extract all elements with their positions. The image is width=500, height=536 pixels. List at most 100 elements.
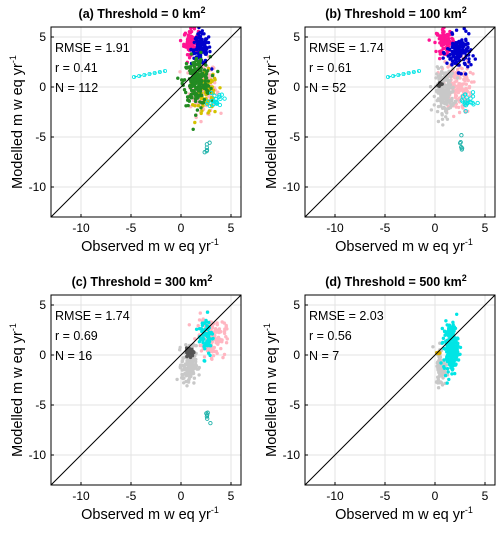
- y-tick-label-c: -5: [35, 398, 46, 412]
- x-tick-label-a: -5: [126, 221, 137, 235]
- data-point-a: [196, 41, 200, 45]
- y-tick-label-c: 0: [39, 348, 46, 362]
- data-point-b: [447, 98, 452, 103]
- data-point-c: [205, 410, 210, 415]
- data-point-a: [200, 101, 204, 105]
- data-point-a: [189, 52, 193, 56]
- data-point-c: [205, 310, 210, 314]
- data-point-d: [446, 370, 450, 374]
- data-point-c: [178, 365, 182, 369]
- data-point-c: [180, 360, 184, 364]
- panel-a: -10 -5 0 5 5 0 -5 -10 (a) Threshold = 0 km2 RMSE …: [8, 5, 242, 255]
- data-point-a: [207, 140, 212, 145]
- data-point-a: [137, 74, 142, 79]
- data-point-b: [461, 82, 465, 86]
- data-point-b: [460, 42, 464, 46]
- data-point-c: [185, 354, 189, 359]
- data-point-b: [428, 85, 433, 89]
- data-point-d: [438, 341, 442, 345]
- data-point-c: [192, 381, 196, 385]
- data-point-a: [193, 99, 198, 104]
- stat-rmse-c: RMSE = 1.74: [55, 309, 130, 323]
- y-tick-label-c: 5: [39, 298, 46, 312]
- data-point-b: [454, 105, 458, 109]
- data-point-b: [432, 94, 436, 99]
- data-point-d: [454, 346, 458, 351]
- data-point-d: [442, 365, 446, 369]
- data-point-a: [209, 90, 214, 96]
- x-tick-label-d: 0: [432, 489, 439, 503]
- data-point-b: [460, 66, 464, 71]
- data-point-a: [192, 75, 196, 79]
- one-to-one-line-a: [51, 27, 241, 217]
- x-tick-label-b: 0: [432, 221, 439, 235]
- data-point-b: [443, 34, 448, 38]
- y-axis-label-c: Modelled m w eq yr-1: [8, 323, 26, 457]
- data-point-a: [191, 89, 196, 93]
- points-b: [385, 27, 480, 152]
- data-point-d: [442, 361, 446, 365]
- data-point-b: [455, 43, 459, 48]
- data-point-b: [452, 114, 456, 119]
- data-point-b: [462, 27, 466, 31]
- data-point-d: [431, 345, 435, 349]
- data-point-a: [190, 35, 194, 39]
- one-to-one-line-b: [305, 27, 495, 217]
- data-point-b: [454, 93, 458, 97]
- data-point-b: [450, 62, 454, 67]
- data-point-a: [191, 79, 196, 84]
- data-point-a: [191, 127, 195, 131]
- data-point-c: [205, 334, 209, 339]
- data-point-c: [175, 377, 179, 382]
- data-point-c: [199, 327, 204, 331]
- y-tick-label-a: -5: [35, 130, 46, 144]
- y-tick-label-b: 5: [293, 30, 300, 44]
- data-point-c: [214, 339, 219, 344]
- data-point-a: [197, 27, 201, 30]
- data-point-b: [468, 96, 473, 101]
- data-point-b: [445, 61, 449, 65]
- data-point-b: [458, 48, 462, 52]
- data-point-a: [216, 69, 220, 74]
- data-point-d: [436, 360, 440, 365]
- data-point-a: [193, 120, 197, 125]
- data-point-a: [202, 42, 207, 46]
- data-point-a: [208, 55, 213, 59]
- data-point-c: [212, 345, 216, 350]
- data-point-b: [438, 34, 442, 38]
- data-point-a: [193, 104, 197, 108]
- data-point-a: [189, 64, 193, 69]
- data-point-b: [464, 37, 468, 41]
- x-tick-label-a: 0: [178, 221, 185, 235]
- data-point-c: [205, 416, 210, 421]
- data-point-a: [198, 53, 203, 58]
- data-point-a: [187, 98, 191, 103]
- data-point-c: [200, 329, 204, 334]
- data-point-b: [459, 52, 463, 56]
- data-point-c: [184, 343, 188, 347]
- data-point-b: [467, 57, 471, 61]
- points-a: [131, 27, 227, 155]
- data-point-d: [450, 341, 455, 345]
- data-point-a: [199, 106, 203, 110]
- one-to-one-line-d: [305, 295, 495, 485]
- data-point-c: [197, 373, 201, 377]
- data-point-b: [471, 54, 475, 58]
- data-point-d: [436, 386, 441, 390]
- data-point-b: [459, 72, 463, 76]
- data-point-b: [432, 103, 436, 107]
- data-point-b: [391, 74, 396, 79]
- data-point-a: [192, 27, 197, 31]
- data-point-c: [178, 345, 182, 350]
- data-point-a: [202, 97, 207, 102]
- data-point-b: [445, 117, 450, 122]
- data-point-b: [438, 56, 442, 61]
- data-point-b: [463, 103, 469, 108]
- data-point-a: [182, 42, 186, 46]
- x-tick-label-b: -5: [380, 221, 391, 235]
- data-point-c: [192, 376, 197, 380]
- data-point-a: [210, 73, 215, 78]
- data-point-a: [205, 70, 209, 74]
- data-point-b: [440, 117, 445, 122]
- data-point-a: [202, 83, 206, 87]
